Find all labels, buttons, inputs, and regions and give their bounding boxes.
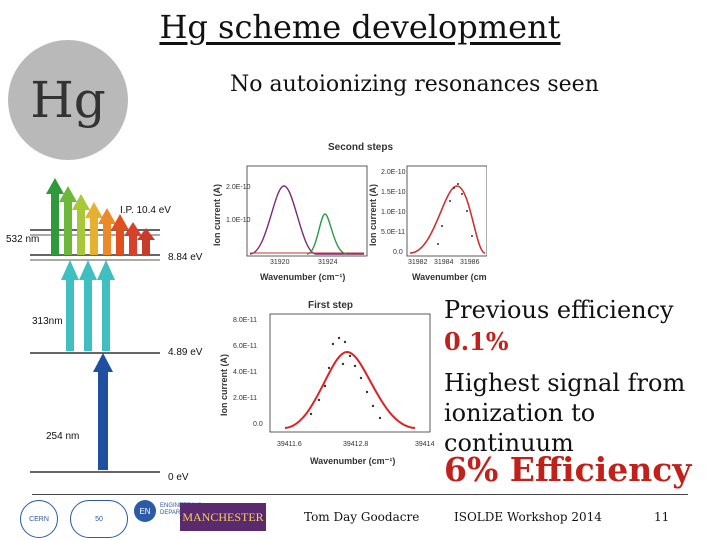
- arrow-532-yellow-head: [85, 202, 103, 218]
- arrow-532-lightgreen-head: [59, 186, 77, 202]
- arrow-532-red-head: [111, 214, 129, 230]
- first-step-points: [309, 336, 382, 420]
- footer-event: ISOLDE Workshop 2014: [454, 510, 602, 524]
- level-0-label: 0 eV: [168, 472, 189, 483]
- second-right-ytick: 2.0E-10: [381, 169, 406, 176]
- arrow-313-b-head: [79, 260, 97, 280]
- slide-title: Hg scheme development: [159, 8, 561, 46]
- footer-author: Tom Day Goodacre: [304, 510, 420, 524]
- footer-divider: [32, 494, 688, 495]
- second-left-frame: [246, 165, 368, 257]
- en-department-text: ENGINEERING DEPARTMENT: [160, 503, 202, 517]
- arrow-532-orange-head: [98, 208, 116, 224]
- first-step-fit: [284, 350, 416, 429]
- footer-page-number: 11: [654, 510, 670, 524]
- second-right-frame: [406, 165, 487, 257]
- first-step-ytick: 4.0E-11: [233, 369, 257, 376]
- second-right-ytick: 1.0E-10: [381, 209, 406, 216]
- first-step-title: First step: [308, 300, 354, 311]
- first-step-ytick: 8.0E-11: [233, 317, 257, 324]
- wavelength-313-label: 313nm: [32, 316, 63, 327]
- second-left-peak-a: [249, 185, 364, 255]
- wavelength-532-label: 532 nm: [6, 234, 40, 245]
- second-left-peak-b: [306, 213, 348, 255]
- arrow-254-head: [93, 353, 113, 372]
- cern-logo-text: CERN: [29, 515, 49, 523]
- second-right-ytick: 0.0: [393, 249, 403, 256]
- en-department-logo: EN: [134, 500, 156, 522]
- second-right-points: [437, 183, 473, 245]
- cern-logo: CERN: [20, 500, 58, 538]
- arrow-313-a-head: [61, 260, 79, 280]
- manchester-logo-text: MANCHESTER: [182, 509, 264, 524]
- second-left-xtick: 31924: [318, 259, 338, 266]
- cern-50-logo-text: 50: [95, 515, 103, 523]
- second-right-ytick: 5.0E-11: [381, 229, 405, 236]
- first-step-xtick: 39411.6: [277, 441, 302, 448]
- element-symbol-circle: Hg: [8, 40, 128, 160]
- first-step-xlabel: Wavenumber (cm⁻¹): [310, 456, 395, 466]
- second-right-xlabel: Wavenumber (cm⁻¹): [412, 272, 487, 282]
- second-steps-plots: Ion current (A) 2.0E-10 1.0E-10 31920 31…: [212, 165, 487, 282]
- arrow-313-c-head: [97, 260, 115, 280]
- level-884-label: 8.84 eV: [168, 252, 203, 263]
- second-right-ylabel: Ion current (A): [368, 184, 378, 246]
- arrow-532-yellowgreen-head: [72, 194, 90, 210]
- arrow-532-darkred-head: [124, 222, 142, 236]
- second-right-fit: [409, 185, 486, 254]
- highest-signal-block: Highest signal from ionization to contin…: [444, 368, 720, 458]
- second-left-ytick: 2.0E-10: [226, 184, 251, 191]
- second-steps-title: Second steps: [328, 142, 394, 153]
- second-right-xtick: 31984: [434, 259, 454, 266]
- first-step-ytick: 0.0: [253, 421, 263, 428]
- first-step-xtick: 39414: [415, 441, 435, 448]
- wavelength-254-label: 254 nm: [46, 431, 80, 442]
- second-right-ytick: 1.5E-10: [381, 189, 406, 196]
- first-step-plot: Ion current (A) 8.0E-11 6.0E-11 4.0E-11 …: [219, 313, 435, 466]
- element-symbol: Hg: [30, 71, 106, 129]
- efficiency-headline: 6% Efficiency: [444, 450, 692, 489]
- second-left-ytick: 1.0E-10: [226, 217, 251, 224]
- first-step-ylabel: Ion current (A): [219, 354, 229, 416]
- arrow-532-crimson-head: [137, 228, 155, 240]
- level-scheme-diagram: [30, 178, 160, 473]
- manchester-logo: MANCHESTER: [180, 503, 266, 531]
- second-left-ylabel: Ion current (A): [212, 184, 222, 246]
- first-step-xtick: 39412.8: [343, 441, 368, 448]
- previous-efficiency-value: 0.1%: [444, 327, 509, 356]
- first-step-frame: [269, 313, 431, 433]
- first-step-ytick: 2.0E-11: [233, 395, 257, 402]
- arrow-532-green-head: [46, 178, 64, 194]
- second-right-xtick: 31986: [460, 259, 480, 266]
- highest-signal-line1: Highest signal from: [444, 369, 686, 397]
- level-489-label: 4.89 eV: [168, 347, 203, 358]
- highest-signal-line2: ionization to continuum: [444, 399, 596, 457]
- cern-50-logo: 50: [70, 500, 128, 538]
- en-logo-text: EN: [139, 506, 151, 516]
- previous-efficiency-block: Previous efficiency 0.1%: [444, 294, 674, 358]
- level-ip-label: I.P. 10.4 eV: [120, 205, 171, 216]
- slide-subtitle: No autoionizing resonances seen: [230, 72, 599, 97]
- second-left-xlabel: Wavenumber (cm⁻¹): [260, 272, 345, 282]
- second-right-xtick: 31982: [408, 259, 428, 266]
- previous-efficiency-label: Previous efficiency: [444, 296, 674, 324]
- first-step-ytick: 6.0E-11: [233, 343, 257, 350]
- second-left-xtick: 31920: [270, 259, 290, 266]
